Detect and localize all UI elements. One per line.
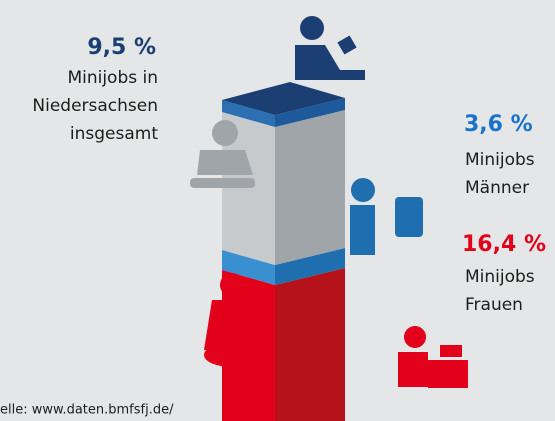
label: Niedersachsen [32,96,158,116]
blue-right [275,248,345,285]
icon-red-left [204,273,260,367]
red-right [275,268,345,421]
label: Männer [465,178,529,198]
label: insgesamt [70,124,158,144]
label: Minijobs [465,267,535,287]
source: elle: www.daten.bmfsfj.de/ [0,403,174,418]
icon-blue [350,178,423,255]
value: 9,5 % [87,35,156,60]
value: 16,4 % [462,232,546,257]
label: Minijobs [465,150,535,170]
top-stripe-right [275,98,345,127]
blue-left [222,250,275,285]
grey-right [275,110,345,265]
icon-grey [190,120,255,188]
top-stripe-left [222,100,275,127]
top-face [222,82,345,115]
value: 3,6 % [464,112,533,137]
label: Frauen [465,295,523,315]
label: Minijobs in [67,68,158,88]
icon-red-right [398,326,468,388]
icon-top [295,16,365,80]
